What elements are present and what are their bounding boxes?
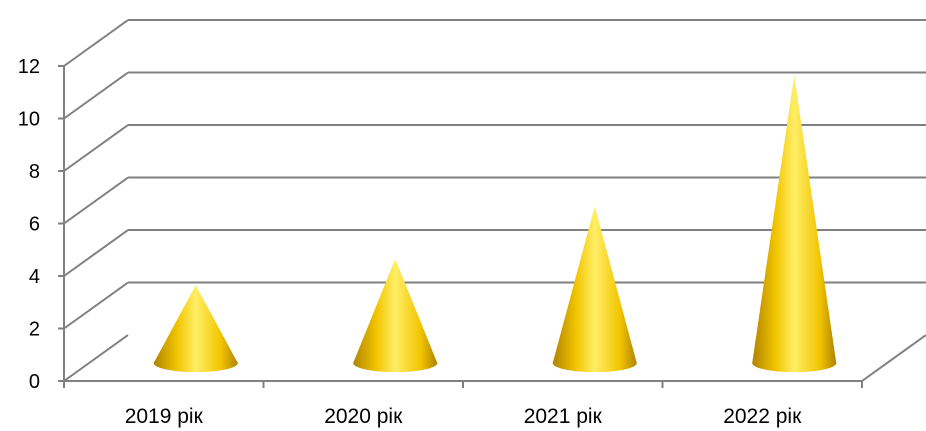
y-tick-label-2: 2 [29, 319, 40, 341]
cone-body [353, 259, 438, 372]
cone-body [153, 285, 238, 372]
y-tick-label-12: 12 [18, 56, 40, 78]
cone-body [552, 206, 637, 372]
x-category-label-2: 2020 рік [324, 405, 403, 428]
cone-body [752, 75, 837, 372]
floor-edge-right [861, 334, 926, 382]
x-category-label-1: 2019 рік [125, 405, 204, 428]
gridline-side-6 [63, 176, 129, 225]
gridline-side-12 [63, 19, 129, 67]
gridline-side-2 [63, 281, 129, 330]
y-tick-label-0: 0 [29, 371, 40, 393]
x-axis-category-labels: 2019 рік 2020 рік 2021 рік 2022 рік [125, 405, 802, 428]
x-category-label-4: 2022 рік [723, 405, 802, 428]
gridlines [63, 19, 926, 382]
cone-bar-1 [153, 285, 238, 372]
y-axis-tick-labels: 0 2 4 6 8 10 12 [18, 56, 40, 393]
gridline-side-0 [63, 334, 129, 382]
gridline-side-10 [63, 71, 129, 120]
gridline-side-8 [63, 124, 129, 172]
gridline-side-4 [63, 229, 129, 277]
y-tick-label-6: 6 [29, 214, 40, 236]
y-tick-label-8: 8 [29, 161, 40, 183]
cone-bar-4 [752, 75, 837, 372]
cone-bar-2 [353, 259, 438, 372]
y-tick-label-10: 10 [18, 109, 40, 131]
y-tick-label-4: 4 [29, 266, 40, 288]
axes [58, 65, 926, 388]
cone-bar-3 [552, 206, 637, 372]
cone-bars [153, 75, 837, 372]
x-category-label-3: 2021 рік [524, 405, 603, 428]
